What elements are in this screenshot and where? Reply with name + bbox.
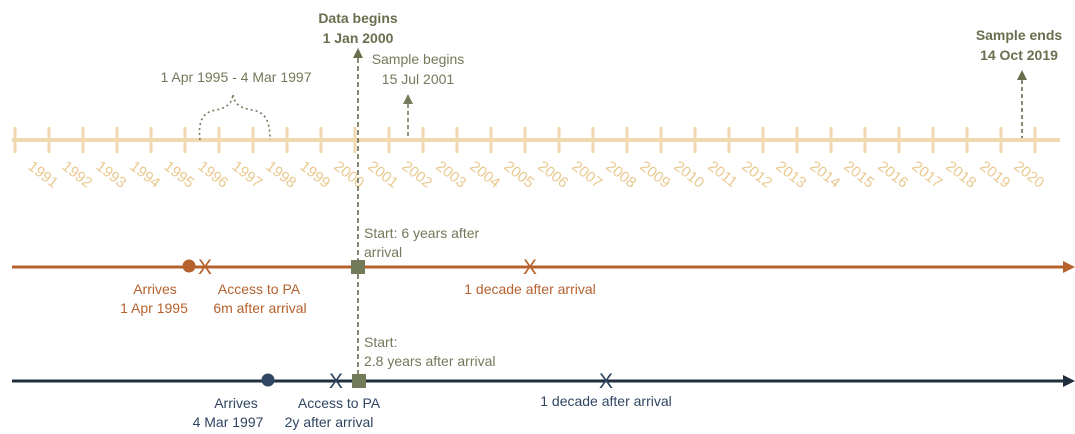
year-label: 2003 (433, 158, 470, 192)
person1-start-marker (351, 260, 365, 274)
year-label: 1999 (297, 158, 334, 192)
year-label: 2018 (943, 158, 980, 192)
year-label: 1997 (229, 158, 266, 192)
sample-begins-arrowhead (403, 94, 413, 104)
year-label: 1993 (93, 158, 130, 192)
year-label: 2007 (569, 158, 606, 192)
year-label: 2006 (535, 158, 572, 192)
person2-decade-x: X (599, 370, 613, 393)
year-label: 2010 (671, 158, 708, 192)
person1-start-line2: arrival (364, 244, 402, 260)
year-label: 2015 (841, 158, 878, 192)
person1-arrives-date: 1 Apr 1995 (120, 300, 188, 316)
year-ticks (13, 127, 1037, 153)
person2-decade-label: 1 decade after arrival (540, 393, 672, 409)
year-label: 2019 (977, 158, 1014, 192)
person2-start-line1: Start: (364, 334, 397, 350)
year-label: 1994 (127, 158, 164, 192)
range-brace (198, 93, 271, 141)
person2-timeline-arrowhead (1063, 375, 1075, 387)
person2-start-line2: 2.8 years after arrival (364, 353, 496, 369)
person1-decade-x: X (523, 256, 537, 279)
year-label: 2016 (875, 158, 912, 192)
person1-start-line1: Start: 6 years after (364, 225, 479, 241)
year-label: 1992 (59, 158, 96, 192)
person1-access-line2: 6m after arrival (213, 300, 306, 316)
year-label: 2001 (365, 158, 402, 192)
year-label: 1995 (161, 158, 198, 192)
year-label: 2009 (637, 158, 674, 192)
sample-ends-arrowhead (1017, 70, 1027, 80)
person1-timeline-arrowhead (1063, 261, 1075, 273)
person2-start-marker (352, 374, 366, 388)
year-label: 1998 (263, 158, 300, 192)
year-label: 2002 (399, 158, 436, 192)
person1-arrival-dot (182, 259, 196, 273)
sample-begins-date: 15 Jul 2001 (382, 71, 455, 87)
year-label: 2000 (331, 158, 368, 192)
person2-arrival-dot (261, 373, 275, 387)
person2-arrives-label: Arrives (214, 395, 258, 411)
year-label: 2004 (467, 158, 504, 192)
person2-access-line1: Access to PA (298, 395, 381, 411)
range-label: 1 Apr 1995 - 4 Mar 1997 (161, 69, 312, 85)
person2-access-line2: 2y after arrival (285, 414, 374, 430)
year-label: 2011 (705, 158, 741, 191)
person1-access-line1: Access to PA (218, 281, 301, 297)
year-label: 2017 (909, 158, 946, 192)
year-label: 2012 (739, 158, 776, 192)
year-label: 2020 (1011, 158, 1048, 192)
year-label: 2013 (773, 158, 810, 192)
sample-ends-title: Sample ends (976, 27, 1063, 43)
year-label: 1996 (195, 158, 232, 192)
year-label: 2008 (603, 158, 640, 192)
person1-arrives-label: Arrives (133, 281, 177, 297)
person1-decade-label: 1 decade after arrival (464, 281, 596, 297)
data-begins-title: Data begins (318, 10, 398, 26)
person2-arrives-date: 4 Mar 1997 (193, 414, 264, 430)
data-begins-date: 1 Jan 2000 (323, 30, 394, 46)
year-label: 1991 (25, 158, 62, 192)
year-label: 2014 (807, 158, 844, 192)
sample-ends-date: 14 Oct 2019 (980, 47, 1058, 63)
person1-access-x: X (198, 256, 212, 279)
data-begins-arrowhead (353, 48, 363, 58)
year-labels: 1991199219931994199519961997199819992000… (25, 158, 1048, 192)
person2-access-x: X (329, 370, 343, 393)
sample-begins-title: Sample begins (372, 51, 465, 67)
year-label: 2005 (501, 158, 538, 192)
